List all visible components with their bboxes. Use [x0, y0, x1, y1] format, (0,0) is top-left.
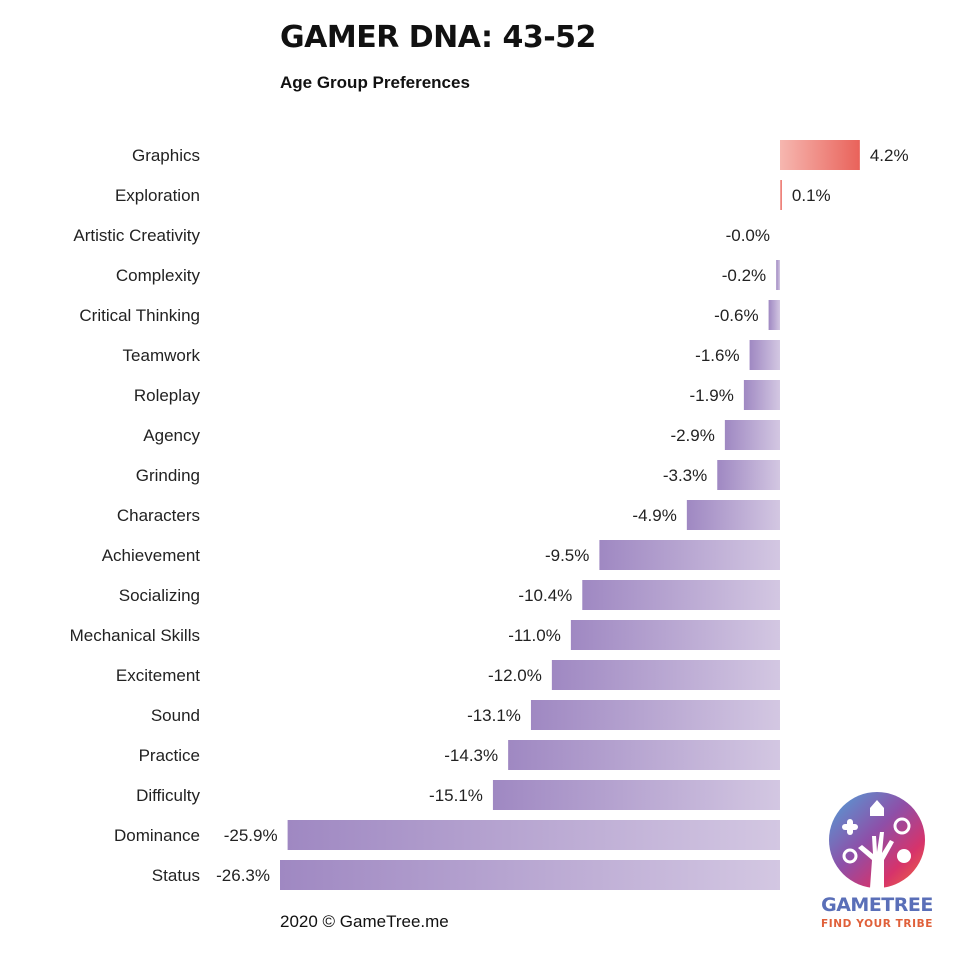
- value-label: -4.9%: [632, 506, 676, 525]
- chart-subtitle: Age Group Preferences: [280, 73, 470, 92]
- category-label: Socializing: [119, 586, 200, 605]
- category-label: Critical Thinking: [79, 306, 200, 325]
- bar: [743, 380, 780, 410]
- bar: [749, 340, 780, 370]
- bar: [768, 300, 780, 330]
- value-label: 0.1%: [792, 186, 831, 205]
- bar: [280, 860, 780, 890]
- bar: [582, 580, 780, 610]
- category-label: Achievement: [102, 546, 201, 565]
- bar: [724, 420, 780, 450]
- value-label: -12.0%: [488, 666, 542, 685]
- bar: [599, 540, 780, 570]
- gametree-logo: GAMETREE FIND YOUR TRIBE: [818, 790, 936, 940]
- category-label: Roleplay: [134, 386, 201, 405]
- copyright-footer: 2020 © GameTree.me: [280, 912, 449, 931]
- category-label: Sound: [151, 706, 200, 725]
- category-label: Exploration: [115, 186, 200, 205]
- value-label: -11.0%: [508, 626, 561, 645]
- value-label: -2.9%: [670, 426, 714, 445]
- bar: [686, 500, 780, 530]
- category-label: Agency: [143, 426, 200, 445]
- bar: [570, 620, 780, 650]
- value-label: -10.4%: [518, 586, 572, 605]
- category-label: Teamwork: [123, 346, 201, 365]
- category-label: Characters: [117, 506, 200, 525]
- logo-tagline: FIND YOUR TRIBE: [821, 918, 933, 930]
- category-label: Grinding: [136, 466, 200, 485]
- category-label: Complexity: [116, 266, 201, 285]
- value-label: -0.6%: [714, 306, 758, 325]
- bar: [717, 460, 780, 490]
- value-label: -3.3%: [663, 466, 707, 485]
- bar: [508, 740, 780, 770]
- category-label: Dominance: [114, 826, 200, 845]
- value-label: -14.3%: [444, 746, 498, 765]
- value-label: -25.9%: [224, 826, 278, 845]
- category-label: Mechanical Skills: [70, 626, 200, 645]
- value-label: -0.2%: [722, 266, 766, 285]
- value-label: -9.5%: [545, 546, 589, 565]
- bar: [530, 700, 780, 730]
- bar: [780, 180, 782, 210]
- category-label: Difficulty: [136, 786, 200, 805]
- bar: [551, 660, 780, 690]
- category-label: Artistic Creativity: [73, 226, 200, 245]
- gametree-emblem-icon: [829, 792, 925, 888]
- logo-wordmark: GAMETREE: [821, 894, 933, 916]
- bar: [780, 140, 860, 170]
- value-label: -13.1%: [467, 706, 521, 725]
- value-label: -1.6%: [695, 346, 739, 365]
- bar: [776, 260, 780, 290]
- value-label: -26.3%: [216, 866, 270, 885]
- category-label: Graphics: [132, 146, 200, 165]
- category-label: Status: [152, 866, 200, 885]
- category-label: Excitement: [116, 666, 200, 685]
- value-label: -1.9%: [689, 386, 733, 405]
- bar: [492, 780, 780, 810]
- value-label: -0.0%: [726, 226, 770, 245]
- chart-title: GAMER DNA: 43-52: [280, 20, 596, 55]
- category-label: Practice: [139, 746, 200, 765]
- value-label: 4.2%: [870, 146, 909, 165]
- value-label: -15.1%: [429, 786, 483, 805]
- bar: [287, 820, 780, 850]
